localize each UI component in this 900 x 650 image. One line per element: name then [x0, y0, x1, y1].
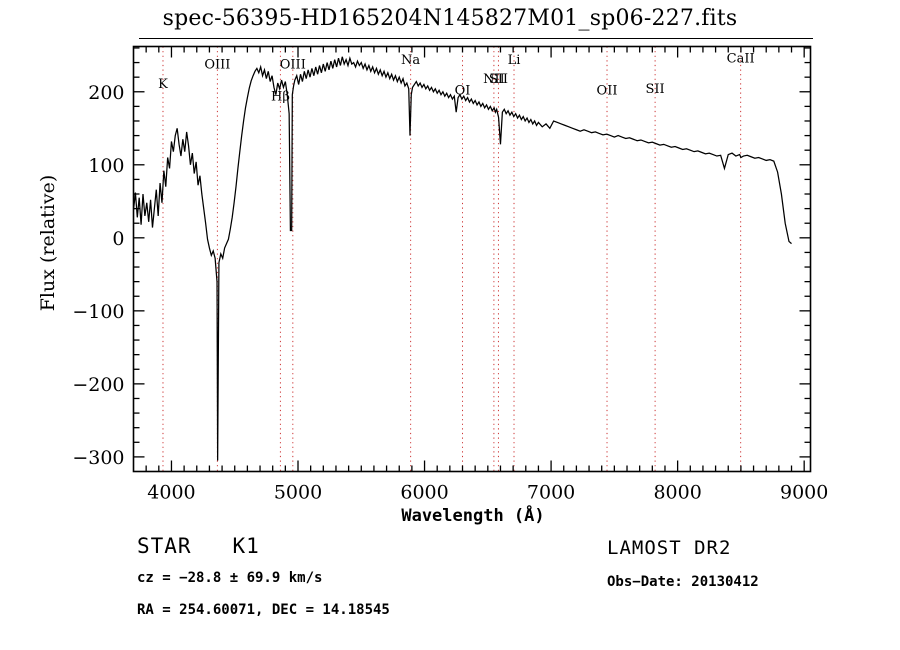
x-axis-title: Wavelength (Å) [401, 506, 545, 526]
y-tick-label-2: −100 [72, 301, 124, 323]
y-tick-label-0: −300 [72, 447, 124, 469]
footer-survey: LAMOST DR2 [607, 537, 732, 559]
x-tick-label-4: 8000 [653, 482, 701, 504]
footer-cz: cz = −28.8 ± 69.9 km/s [137, 570, 323, 586]
x-tick-label-0: 4000 [147, 482, 195, 504]
plot-frame [132, 45, 812, 473]
x-tick-label-1: 5000 [274, 482, 322, 504]
title-underline [139, 38, 813, 39]
spectral-line-markers [162, 46, 742, 472]
spectrum-trace [133, 55, 792, 461]
x-tick-label-3: 7000 [527, 482, 575, 504]
x-tick-label-2: 6000 [400, 482, 448, 504]
line-label-SII-7: SII [489, 72, 508, 87]
y-tick-label-4: 100 [88, 155, 124, 177]
spectral-class-value: K1 [232, 534, 260, 558]
y-tick-label-1: −200 [72, 374, 124, 396]
y-tick-label-3: 0 [112, 228, 124, 250]
axis-ticks [133, 46, 811, 472]
line-label-NII-6: NII [483, 72, 505, 87]
line-label-Na-4: Na [401, 53, 420, 68]
y-axis-title: Flux (relative) [37, 174, 59, 312]
page-title: spec-56395-HD165204N145827M01_sp06-227.f… [162, 6, 738, 31]
line-label-K-0: K [158, 77, 168, 92]
line-label-OIII-3: OIII [280, 57, 306, 72]
line-label-CaII-11: CaII [727, 52, 755, 67]
line-label-OIII-1: OIII [204, 57, 230, 72]
axis-tick-labels: 4000 5000 6000 7000 8000 9000 −300 −200 −100 0 100… [72, 82, 828, 504]
line-label-OI-5: OI [455, 84, 471, 99]
line-label-Li-8: Li [508, 53, 521, 68]
line-label-SII-10: SII [646, 82, 665, 97]
footer-object-type: STAR K1 [137, 534, 260, 558]
line-label-H-2: Hβ [271, 90, 290, 105]
y-tick-label-5: 200 [88, 82, 124, 104]
footer-radec: RA = 254.60071, DEC = 14.18545 [137, 602, 390, 618]
footer-obs-date: Obs−Date: 20130412 [607, 574, 759, 590]
x-tick-label-5: 9000 [780, 482, 828, 504]
object-type-value: STAR [137, 534, 192, 558]
line-label-OII-9: OII [597, 84, 618, 99]
